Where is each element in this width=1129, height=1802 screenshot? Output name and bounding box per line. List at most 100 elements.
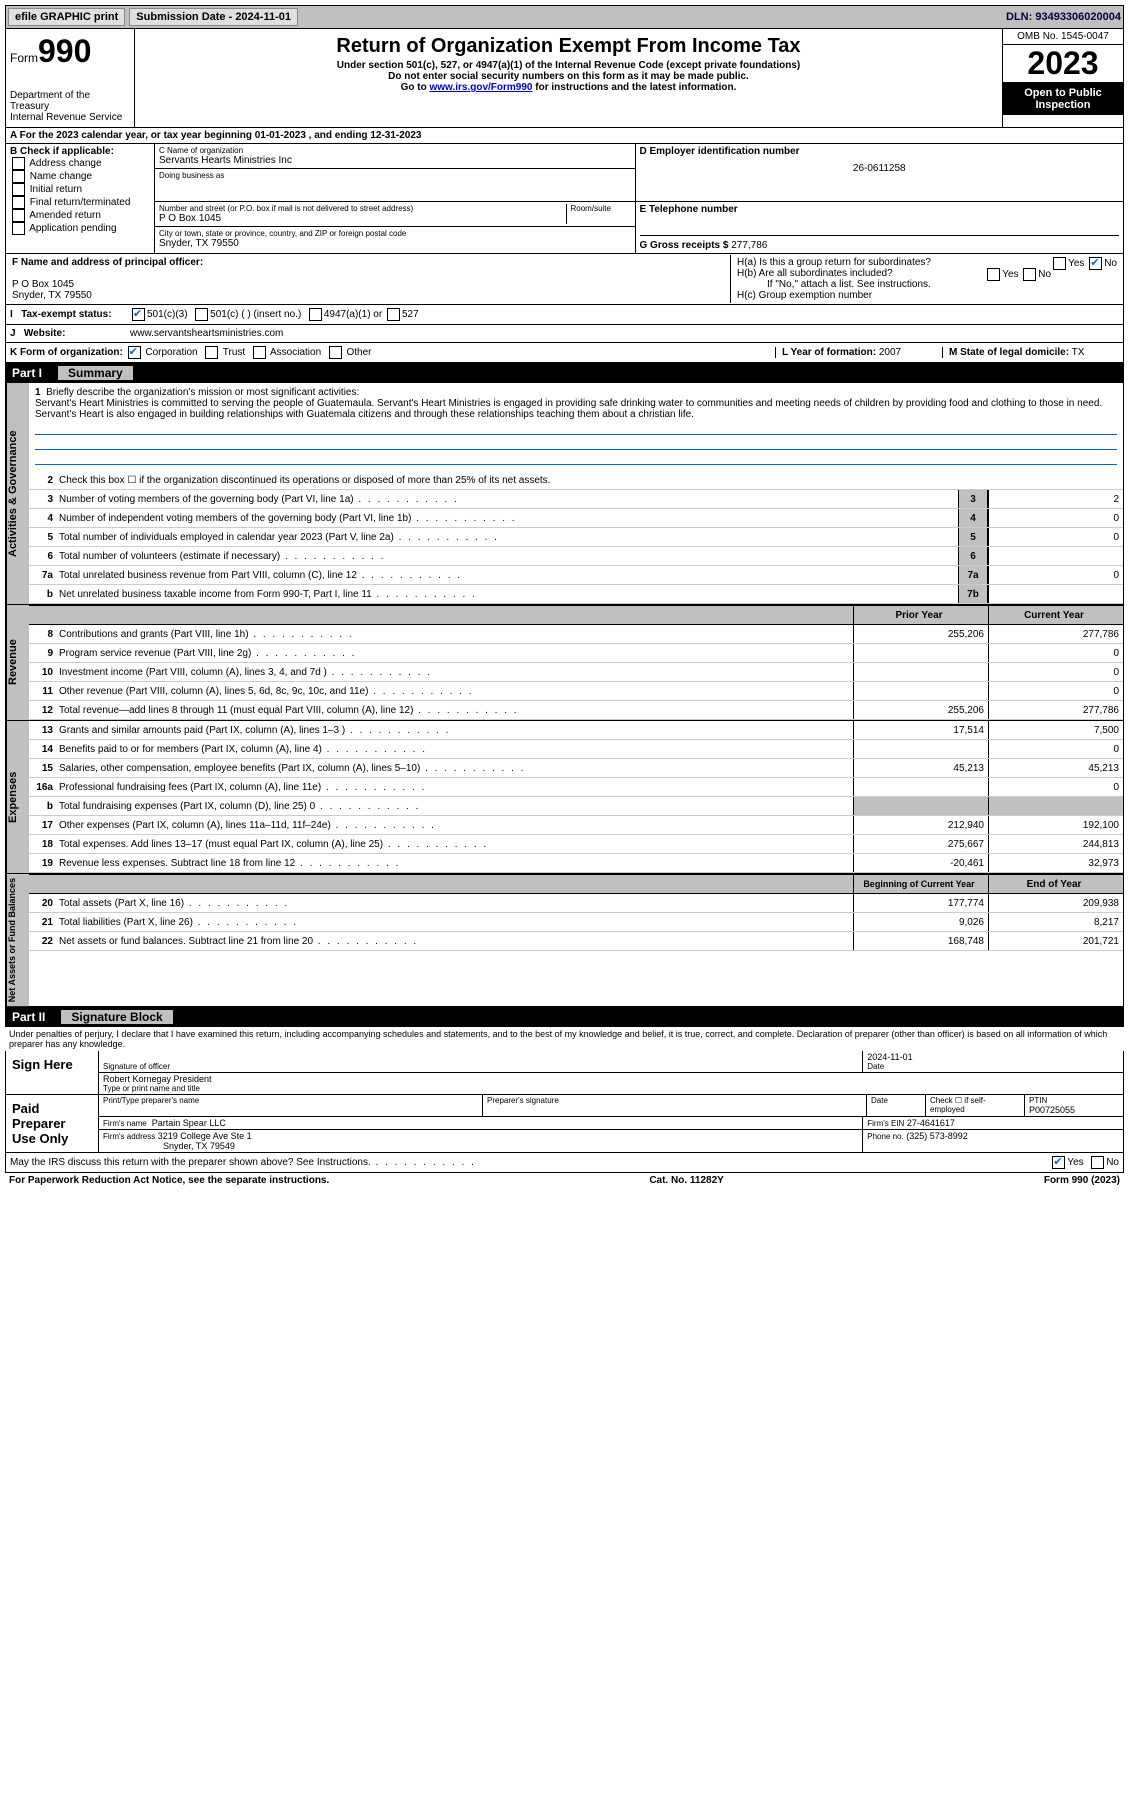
self-employed-check: Check ☐ if self-employed: [926, 1095, 1025, 1116]
col-e-g: E Telephone number G Gross receipts $ 27…: [635, 202, 1124, 253]
line-16a: 16aProfessional fundraising fees (Part I…: [29, 778, 1123, 797]
city-label: City or town, state or province, country…: [159, 229, 631, 238]
cb-initial-return[interactable]: Initial return: [10, 183, 150, 196]
officer-label: F Name and address of principal officer:: [12, 257, 203, 268]
officer-addr1: P O Box 1045: [12, 279, 74, 290]
net-assets-section: Net Assets or Fund Balances Beginning of…: [5, 874, 1124, 1007]
line-4: 4Number of independent voting members of…: [29, 509, 1123, 528]
line-6: 6Total number of volunteers (estimate if…: [29, 547, 1123, 566]
cb-address-change[interactable]: Address change: [10, 157, 150, 170]
street-value: P O Box 1045: [159, 213, 566, 224]
opt-527: 527: [402, 309, 419, 320]
row-a-text: A For the 2023 calendar year, or tax yea…: [10, 130, 421, 141]
form990-link[interactable]: www.irs.gov/Form990: [429, 82, 532, 93]
ein-label: D Employer identification number: [640, 146, 1120, 157]
cb-501c3[interactable]: [132, 308, 145, 321]
row-j-website: J Website: www.servantsheartsministries.…: [5, 325, 1124, 343]
website-label: Website:: [24, 328, 66, 339]
form-of-org: K Form of organization: Corporation Trus…: [10, 346, 775, 359]
part-1-title: Summary: [58, 366, 133, 380]
gross-receipts-label: G Gross receipts $: [640, 240, 729, 251]
h-note: If "No," attach a list. See instructions…: [737, 279, 1117, 290]
firm-address: Firm's address 3219 College Ave Ste 1 Sn…: [99, 1130, 863, 1152]
cb-527[interactable]: [387, 308, 400, 321]
year-formation: L Year of formation: 2007: [775, 347, 942, 358]
header-mid: Return of Organization Exempt From Incom…: [135, 29, 1002, 127]
gross-receipts-value: 277,786: [731, 240, 767, 251]
header-right: OMB No. 1545-0047 2023 Open to Public In…: [1002, 29, 1123, 127]
officer-addr2: Snyder, TX 79550: [12, 290, 92, 301]
opt-501c3: 501(c)(3): [147, 309, 188, 320]
sign-date: 2024-11-01Date: [863, 1051, 1123, 1072]
part-1-header: Part I Summary: [5, 363, 1124, 383]
org-name-value: Servants Hearts Ministries Inc: [159, 155, 631, 166]
sign-here-label: Sign Here: [6, 1051, 99, 1094]
open-public-badge: Open to Public Inspection: [1003, 83, 1123, 115]
cb-501c[interactable]: [195, 308, 208, 321]
line-15: 15Salaries, other compensation, employee…: [29, 759, 1123, 778]
footer-form: Form 990 (2023): [1044, 1175, 1120, 1186]
cb-name-change[interactable]: Name change: [10, 170, 150, 183]
cb-amended-return[interactable]: Amended return: [10, 209, 150, 222]
officer-signature: Signature of officer: [99, 1051, 863, 1072]
sign-here-block: Sign Here Signature of officer 2024-11-0…: [5, 1051, 1124, 1095]
cb-4947[interactable]: [309, 308, 322, 321]
h-questions: H(a) Is this a group return for subordin…: [730, 255, 1123, 303]
efile-print-button[interactable]: efile GRAPHIC print: [8, 8, 125, 26]
vtab-activities: Activities & Governance: [6, 383, 29, 604]
subtitle-3: Go to www.irs.gov/Form990 for instructio…: [139, 82, 998, 93]
part-2-label: Part II: [12, 1010, 45, 1024]
col-b-title: B Check if applicable:: [10, 146, 150, 157]
org-name-label: C Name of organization: [159, 146, 631, 155]
discuss-yn: Yes No: [1050, 1156, 1119, 1169]
goto-suffix: for instructions and the latest informat…: [532, 82, 736, 93]
field-org-name: C Name of organization Servants Hearts M…: [155, 144, 635, 169]
officer-name: Robert Kornegay PresidentType or print n…: [99, 1073, 1123, 1094]
cb-trust[interactable]: [205, 346, 218, 359]
dept-treasury: Department of the Treasury: [10, 90, 130, 112]
field-city: City or town, state or province, country…: [155, 227, 635, 251]
h-a: H(a) Is this a group return for subordin…: [737, 257, 1117, 268]
revenue-header: Prior Year Current Year: [29, 605, 1123, 625]
cb-final-return[interactable]: Final return/terminated: [10, 196, 150, 209]
firm-phone: Phone no. (325) 573-8992: [863, 1130, 1123, 1152]
line-b: bNet unrelated business taxable income f…: [29, 585, 1123, 604]
cb-corp[interactable]: [128, 346, 141, 359]
form-990-number: 990: [38, 33, 91, 69]
na-header: Beginning of Current Year End of Year: [29, 874, 1123, 894]
vtab-revenue: Revenue: [6, 605, 29, 720]
line-12: 12Total revenue—add lines 8 through 11 (…: [29, 701, 1123, 720]
perjury-declaration: Under penalties of perjury, I declare th…: [5, 1027, 1124, 1051]
form-prefix: Form: [10, 51, 38, 65]
discuss-yes-cb[interactable]: [1052, 1156, 1065, 1169]
line-18: 18Total expenses. Add lines 13–17 (must …: [29, 835, 1123, 854]
section-b-g: B Check if applicable: Address change Na…: [5, 144, 1124, 254]
irs-label: Internal Revenue Service: [10, 112, 130, 123]
paid-preparer-label: Paid Preparer Use Only: [6, 1095, 99, 1152]
gross-receipts: G Gross receipts $ 277,786: [640, 235, 1120, 251]
dln-label: DLN: 93493306020004: [1006, 11, 1121, 23]
h-c: H(c) Group exemption number: [737, 290, 1117, 301]
state-domicile: M State of legal domicile: TX: [942, 347, 1119, 358]
line-19: 19Revenue less expenses. Subtract line 1…: [29, 854, 1123, 873]
discuss-no-cb[interactable]: [1091, 1156, 1104, 1169]
cb-other[interactable]: [329, 346, 342, 359]
row-f-h: F Name and address of principal officer:…: [5, 254, 1124, 305]
form-org-label: K Form of organization:: [10, 347, 123, 358]
preparer-name: Print/Type preparer's name: [99, 1095, 483, 1116]
col-d-ein: D Employer identification number 26-0611…: [635, 144, 1124, 202]
line-8: 8Contributions and grants (Part VIII, li…: [29, 625, 1123, 644]
submission-date-button[interactable]: Submission Date - 2024-11-01: [129, 8, 298, 26]
line-13: 13Grants and similar amounts paid (Part …: [29, 721, 1123, 740]
efile-top-bar: efile GRAPHIC print Submission Date - 20…: [5, 5, 1124, 29]
city-value: Snyder, TX 79550: [159, 238, 631, 249]
page-footer: For Paperwork Reduction Act Notice, see …: [5, 1173, 1124, 1188]
opt-4947: 4947(a)(1) or: [324, 309, 382, 320]
row-k-l-m: K Form of organization: Corporation Trus…: [5, 343, 1124, 363]
footer-pra: For Paperwork Reduction Act Notice, see …: [9, 1175, 329, 1186]
cb-assoc[interactable]: [253, 346, 266, 359]
street-label: Number and street (or P.O. box if mail i…: [159, 204, 566, 213]
goto-prefix: Go to: [401, 82, 430, 93]
line-11: 11Other revenue (Part VIII, column (A), …: [29, 682, 1123, 701]
cb-application-pending[interactable]: Application pending: [10, 222, 150, 235]
